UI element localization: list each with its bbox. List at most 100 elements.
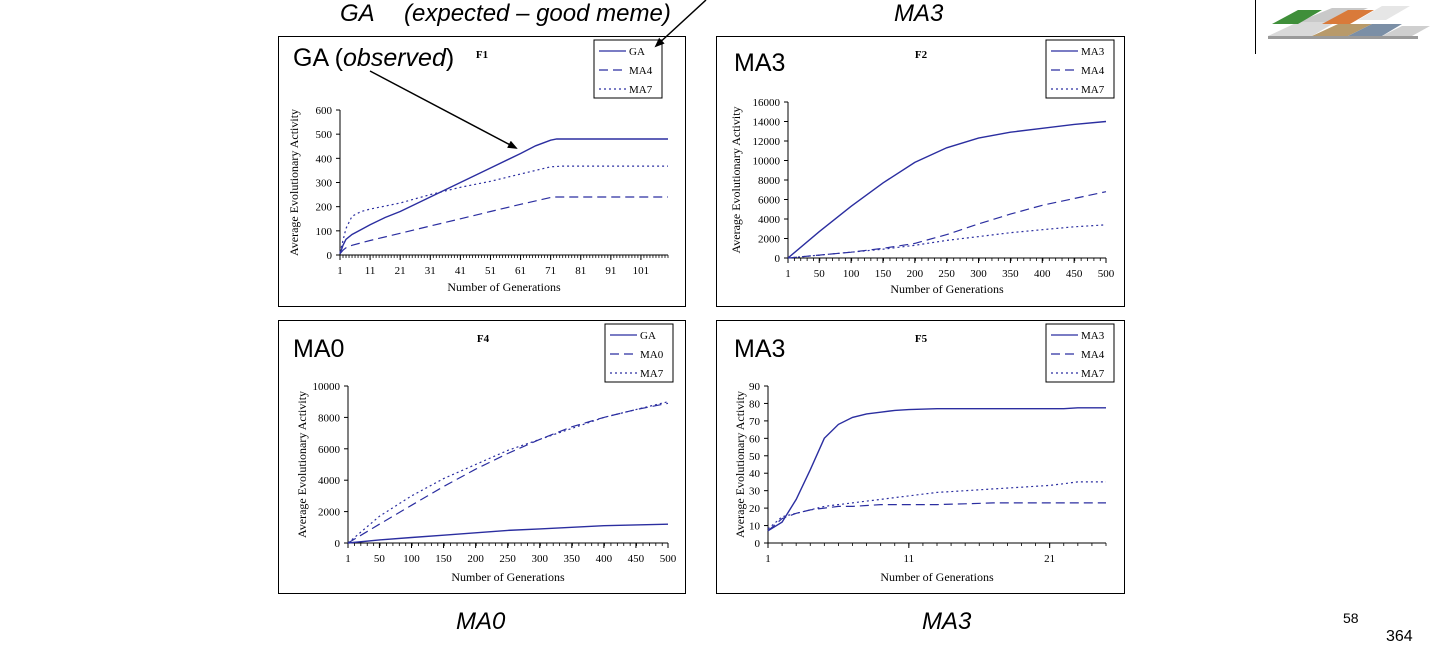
- y-tick-label: 16000: [753, 97, 781, 109]
- x-tick-label: 81: [575, 265, 586, 277]
- panel-label-italic: observed: [343, 44, 447, 72]
- y-tick-label: 50: [749, 451, 761, 463]
- x-tick-label: 1: [785, 268, 791, 280]
- legend-label-ma3: MA3: [1081, 330, 1105, 342]
- x-tick-label: 500: [660, 553, 677, 565]
- x-tick-label: 101: [633, 265, 650, 277]
- x-tick-label: 300: [970, 268, 987, 280]
- y-tick-label: 6000: [758, 195, 781, 207]
- x-tick-label: 41: [455, 265, 466, 277]
- x-tick-label: 21: [1044, 553, 1055, 565]
- x-axis-label: Number of Generations: [447, 280, 561, 294]
- panel-label: MA3: [734, 49, 785, 77]
- legend-label-ma7: MA7: [629, 84, 653, 96]
- chart-title: F2: [915, 49, 928, 61]
- corner-logo-image: [1268, 6, 1430, 39]
- y-tick-label: 0: [775, 253, 781, 265]
- panel-label: MA0: [293, 335, 344, 363]
- panel-label-suffix: ): [446, 44, 454, 72]
- series-line-ma4: [787, 191, 1107, 259]
- caption-ga-expected: (expected – good meme): [404, 0, 671, 28]
- y-axis-label: Average Evolutionary Activity: [287, 109, 301, 256]
- caption-top-right-text: MA3: [894, 0, 944, 27]
- legend-label-ga: GA: [629, 46, 645, 58]
- y-axis-label: Average Evolutionary Activity: [295, 391, 309, 538]
- x-tick-label: 100: [843, 268, 860, 280]
- y-tick-label: 40: [749, 468, 761, 480]
- y-tick-label: 6000: [318, 444, 341, 456]
- x-tick-label: 21: [395, 265, 406, 277]
- x-tick-label: 31: [425, 265, 436, 277]
- y-tick-label: 14000: [753, 117, 781, 129]
- y-tick-label: 10000: [753, 156, 781, 168]
- y-tick-label: 4000: [758, 214, 781, 226]
- legend-label-ma7: MA7: [1081, 84, 1105, 96]
- panel-label: MA3: [734, 335, 785, 363]
- x-tick-label: 11: [904, 553, 915, 565]
- y-tick-label: 60: [749, 433, 761, 445]
- arrow-expected: [654, 0, 707, 48]
- series-line-ma3: [767, 407, 1106, 532]
- caption-bottom-left-text: MA0: [456, 608, 506, 635]
- legend-box: [593, 39, 663, 99]
- x-tick-label: 300: [531, 553, 548, 565]
- series-line-ga: [339, 138, 668, 255]
- x-tick-label: 150: [875, 268, 892, 280]
- y-tick-label: 0: [755, 538, 761, 550]
- series-line-ma7: [347, 401, 669, 544]
- x-tick-label: 50: [374, 553, 386, 565]
- y-tick-label: 8000: [318, 412, 341, 424]
- x-tick-label: 450: [628, 553, 645, 565]
- y-axis-label: Average Evolutionary Activity: [733, 391, 747, 538]
- series-line-ga: [347, 523, 669, 544]
- x-tick-label: 250: [938, 268, 955, 280]
- legend-label-ma0: MA0: [640, 349, 664, 361]
- caption-bottom-right-text: MA3: [922, 608, 972, 635]
- y-tick-label: 80: [749, 398, 761, 410]
- series-line-ma4: [339, 196, 668, 255]
- x-tick-label: 1: [337, 265, 343, 277]
- series-line-ma7: [339, 165, 668, 253]
- legend-label-ma4: MA4: [629, 65, 653, 77]
- series-line-ma0: [347, 402, 669, 544]
- legend-box: [604, 323, 674, 383]
- caption-bottom-right: MA3: [922, 608, 971, 636]
- legend-label-ma7: MA7: [1081, 368, 1105, 380]
- x-axis-label: Number of Generations: [890, 282, 1004, 296]
- x-tick-label: 11: [365, 265, 376, 277]
- y-tick-label: 4000: [318, 475, 341, 487]
- series-line-ma7: [767, 481, 1106, 530]
- x-tick-label: 250: [499, 553, 516, 565]
- x-tick-label: 150: [435, 553, 452, 565]
- y-tick-label: 400: [316, 153, 333, 165]
- legend-label-ma3: MA3: [1081, 46, 1105, 58]
- x-tick-label: 1: [345, 553, 351, 565]
- x-tick-label: 100: [403, 553, 420, 565]
- legend-box: [1045, 39, 1115, 99]
- chart-title: F5: [915, 333, 928, 345]
- x-axis-label: Number of Generations: [880, 570, 994, 584]
- y-tick-label: 30: [749, 486, 761, 498]
- x-tick-label: 71: [545, 265, 556, 277]
- slide-number: 58: [1343, 610, 1359, 626]
- y-tick-label: 500: [316, 129, 333, 141]
- panel-label: GA (observed): [293, 44, 454, 72]
- y-tick-label: 10: [749, 521, 761, 533]
- y-tick-label: 8000: [758, 175, 781, 187]
- y-tick-label: 12000: [753, 136, 781, 148]
- x-tick-label: 350: [564, 553, 581, 565]
- x-tick-label: 91: [605, 265, 616, 277]
- caption-bottom-left: MA0: [456, 608, 505, 636]
- x-tick-label: 50: [814, 268, 826, 280]
- legend-box: [1045, 323, 1115, 383]
- x-tick-label: 61: [515, 265, 526, 277]
- x-tick-label: 350: [1002, 268, 1019, 280]
- legend-label-ma4: MA4: [1081, 65, 1105, 77]
- caption-ga: GA: [340, 0, 375, 28]
- y-tick-label: 100: [316, 226, 333, 238]
- y-tick-label: 70: [749, 416, 761, 428]
